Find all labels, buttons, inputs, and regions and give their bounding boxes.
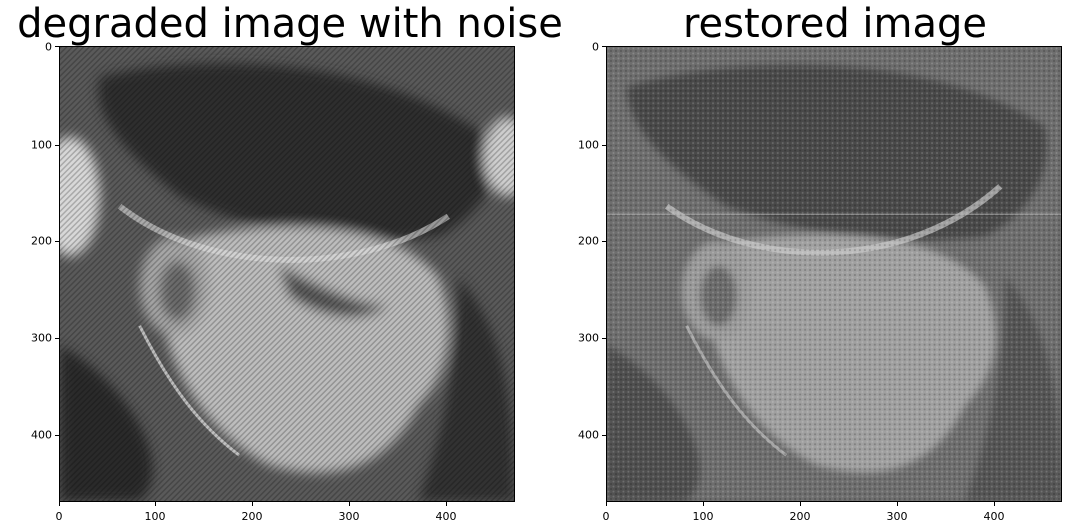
x-tick-label: 400 [435,510,457,523]
y-tick-label: 0 [45,40,52,54]
y-tick-label: 300 [578,331,599,345]
y-tick-mark [602,338,606,339]
y-tick-label: 400 [578,428,599,442]
x-tick-label: 100 [144,510,166,523]
y-tick-label: 100 [31,138,52,152]
x-tick-mark [59,502,60,506]
x-tick-mark [446,502,447,506]
restored-title: restored image [682,1,988,47]
y-tick-mark [55,338,59,339]
degraded-panel: degraded image with noise [17,1,563,523]
restored-panel: restored image [535,0,1070,527]
x-tick-label: 300 [886,510,908,523]
x-tick-mark [252,502,253,506]
x-tick-mark [994,502,995,506]
x-tick-label: 400 [983,510,1005,523]
y-tick-mark [602,241,606,242]
y-tick-mark [55,435,59,436]
y-tick-label: 200 [31,234,52,248]
x-tick-label: 300 [338,510,360,523]
x-tick-mark [703,502,704,506]
x-tick-mark [897,502,898,506]
degraded-image [59,46,515,502]
y-tick-label: 0 [592,40,599,54]
x-tick-mark [606,502,607,506]
restored-image [606,46,1062,502]
x-tick-label: 100 [692,510,714,523]
x-tick-label: 200 [789,510,811,523]
x-tick-mark [155,502,156,506]
restored-face-image [607,47,1061,501]
x-tick-label: 0 [602,510,610,523]
y-tick-mark [55,46,59,47]
y-tick-mark [55,145,59,146]
y-tick-label: 300 [31,331,52,345]
degraded-face-image [60,47,514,501]
y-tick-mark [602,46,606,47]
y-tick-mark [602,435,606,436]
x-tick-mark [349,502,350,506]
degraded-title: degraded image with noise [17,1,563,47]
y-tick-label: 200 [578,234,599,248]
x-tick-label: 0 [55,510,63,523]
y-tick-mark [55,241,59,242]
x-tick-mark [800,502,801,506]
x-tick-label: 200 [241,510,263,523]
y-tick-mark [602,145,606,146]
y-tick-label: 400 [31,428,52,442]
y-tick-label: 100 [578,138,599,152]
